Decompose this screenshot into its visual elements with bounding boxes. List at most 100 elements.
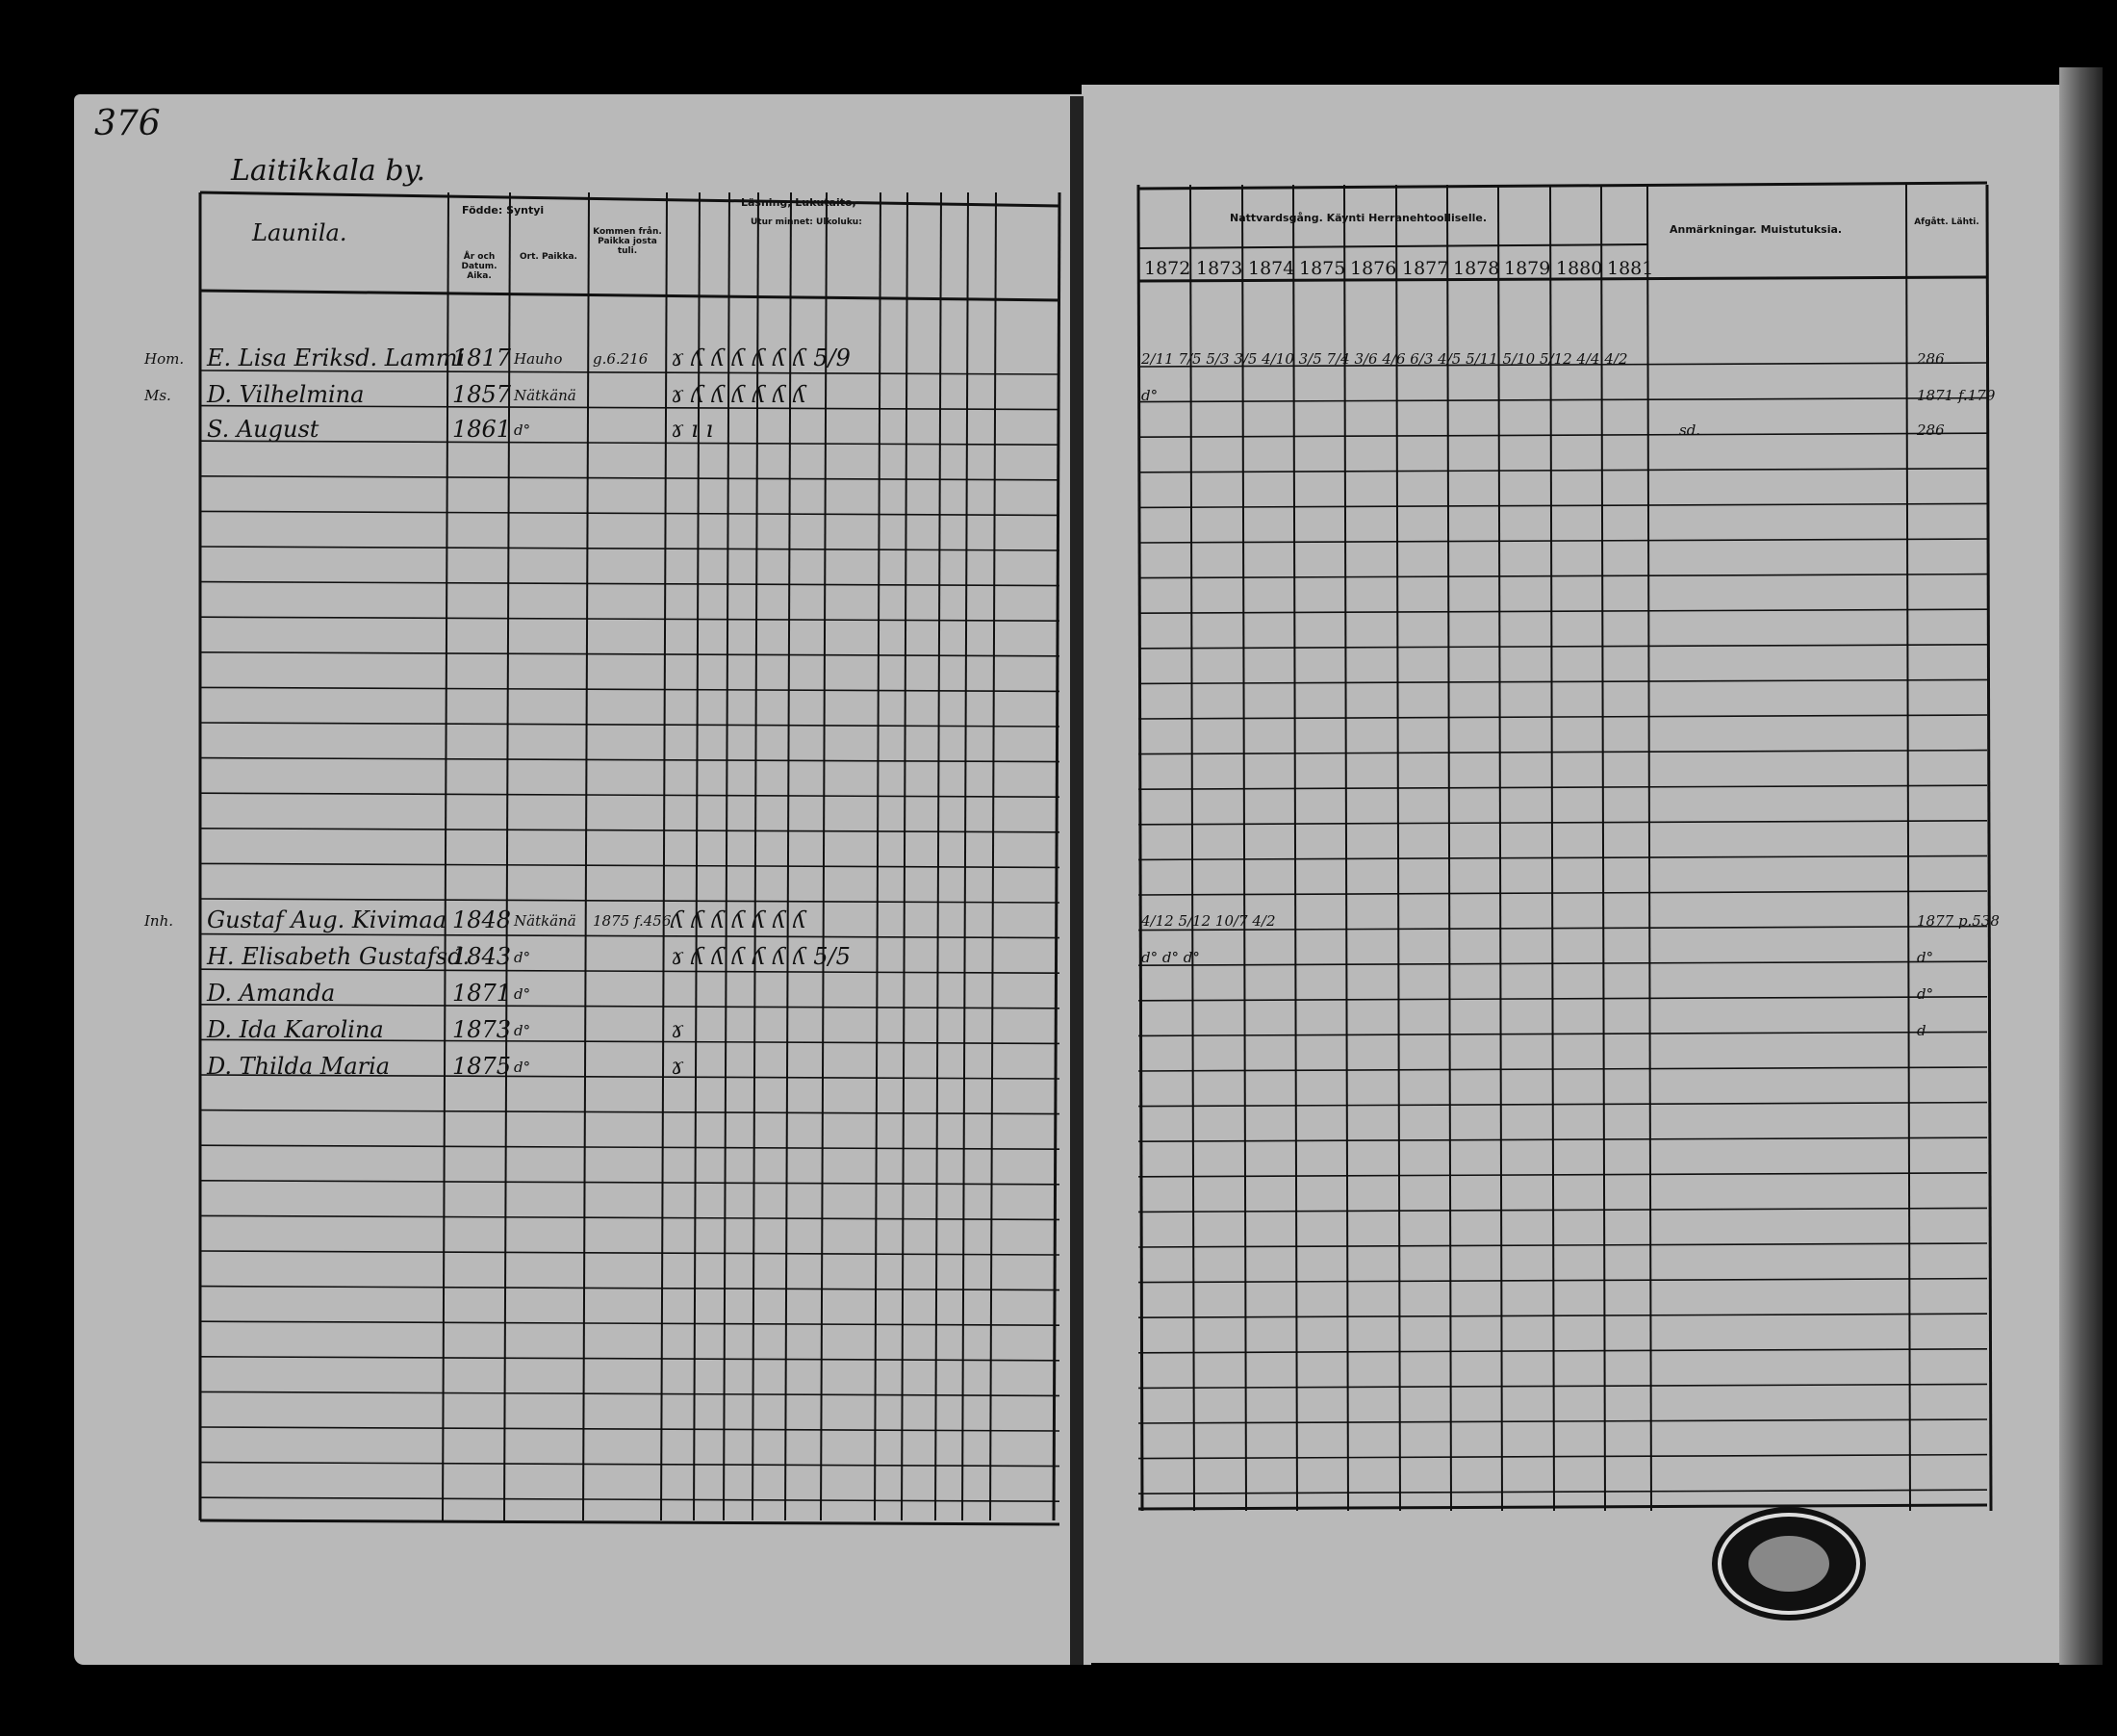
grid-line [1137, 643, 1988, 650]
entry-note: 1875 f.456 [593, 912, 672, 930]
grid-line [199, 651, 1060, 657]
year-header: 1874 [1248, 258, 1295, 279]
grid-line [1343, 184, 1349, 1512]
grid-line [1137, 1503, 1988, 1511]
entry-prefix: Hom. [144, 350, 185, 368]
year-header: 1875 [1299, 258, 1346, 279]
grid-line [199, 1250, 1060, 1256]
grid-line [199, 756, 1060, 763]
grid-line [199, 1180, 1060, 1186]
grid-line [199, 191, 1060, 208]
grid-line [1905, 184, 1911, 1512]
grid-line [442, 191, 449, 1521]
grid-line [1137, 1453, 1988, 1460]
entry-departed: 1871 f.179 [1917, 387, 1996, 404]
page-edges [2059, 67, 2103, 1665]
right-page [1082, 85, 2086, 1663]
grid-line [199, 968, 1060, 975]
grid-line [1137, 1066, 1988, 1072]
entry-place: d° [514, 949, 531, 966]
grid-line [199, 1426, 1060, 1432]
entry-marks: ɤ [671, 1053, 684, 1080]
grid-line [199, 1074, 1060, 1080]
grid-line [1137, 181, 1988, 191]
entry-date: 1848 [452, 906, 512, 933]
header-birth-place: Ort. Paikka. [520, 252, 577, 262]
entry-name: D. Thilda Maria [207, 1053, 391, 1080]
grid-line [1241, 184, 1247, 1512]
entry-note: g.6.216 [593, 350, 649, 368]
entry-departed: 1877 p.538 [1917, 912, 2000, 930]
grid-line [1189, 184, 1195, 1512]
grid-line [1137, 1277, 1988, 1284]
grid-line [199, 722, 1060, 728]
entry-date: 1857 [452, 381, 512, 408]
grid-line [1395, 184, 1401, 1512]
entry-departed: d° [1917, 949, 1934, 966]
entry-communion: 2/11 7/5 5/3 3/5 4/10 3/5 7/4 3/6 4/6 6/… [1141, 350, 1628, 368]
grid-line [934, 191, 942, 1521]
entry-place: Nätkänä [514, 912, 576, 930]
entry-place: d° [514, 1059, 531, 1076]
grid-line [199, 580, 1060, 587]
grid-line [1137, 996, 1988, 1002]
header-remarks: Anmärkningar. Muistutuksia. [1670, 223, 1843, 236]
header-birth: Födde: Syntyi [462, 204, 545, 217]
grid-line [784, 191, 792, 1521]
entry-marks: ɤ [671, 1016, 684, 1043]
entry-prefix: Inh. [144, 912, 174, 930]
grid-line [1646, 184, 1652, 1512]
grid-line [1137, 1383, 1988, 1390]
grid-line [1137, 1207, 1988, 1213]
grid-line [901, 191, 908, 1521]
grid-line [1292, 184, 1298, 1512]
grid-line [1137, 243, 1648, 249]
year-header: 1877 [1402, 258, 1449, 279]
grid-line [199, 616, 1060, 623]
grid-line [1137, 1136, 1988, 1142]
grid-line [874, 191, 881, 1521]
grid-line [1549, 184, 1555, 1512]
grid-line [1136, 184, 1144, 1512]
grid-line [199, 440, 1060, 447]
grid-line [1600, 184, 1606, 1512]
grid-line [1137, 714, 1988, 720]
entry-name: D. Amanda [207, 980, 336, 1007]
entry-marks: ɤ ı ı [671, 416, 714, 443]
entry-date: 1817 [452, 345, 512, 371]
entry-remarks: sd. [1679, 421, 1701, 439]
grid-line [199, 792, 1060, 799]
entry-name: D. Vilhelmina [207, 381, 365, 408]
grid-line [199, 474, 1060, 481]
grid-line [1137, 749, 1988, 755]
year-header: 1880 [1556, 258, 1603, 279]
grid-line [199, 1356, 1060, 1362]
grid-line [1137, 1031, 1988, 1037]
grid-line [199, 1109, 1060, 1115]
header-moved-in: Kommen från. Paikka josta tuli. [593, 227, 662, 256]
header-reading-sub: Utur minnet: Ulkoluku: [751, 217, 862, 227]
grid-line [199, 1285, 1060, 1291]
grid-line [1137, 1489, 1988, 1494]
grid-line [1137, 362, 1988, 368]
entry-marks: ɤ ʎ ʎ ʎ ʎ ʎ ʎ 5/5 [671, 943, 851, 970]
grid-line [199, 1461, 1060, 1468]
entry-date: 1873 [452, 1016, 512, 1043]
entry-departed: 286 [1917, 421, 1945, 439]
archive-stamp [1718, 1513, 1860, 1615]
grid-line [1137, 678, 1988, 685]
grid-line [199, 862, 1060, 869]
grid-line [199, 932, 1060, 939]
entry-communion: d° d° d° [1141, 949, 1200, 966]
grid-line [1052, 191, 1061, 1521]
header-name: Launila. [252, 219, 347, 246]
entry-date: 1871 [452, 980, 512, 1007]
grid-line [199, 546, 1060, 551]
header-birth-year: År och Datum. Aika. [461, 252, 497, 281]
entry-name: E. Lisa Eriksd. Lammi [207, 345, 466, 371]
year-header: 1872 [1144, 258, 1191, 279]
entry-place: d° [514, 985, 531, 1003]
year-header: 1876 [1350, 258, 1397, 279]
grid-line [199, 1144, 1060, 1150]
grid-line [723, 191, 730, 1521]
